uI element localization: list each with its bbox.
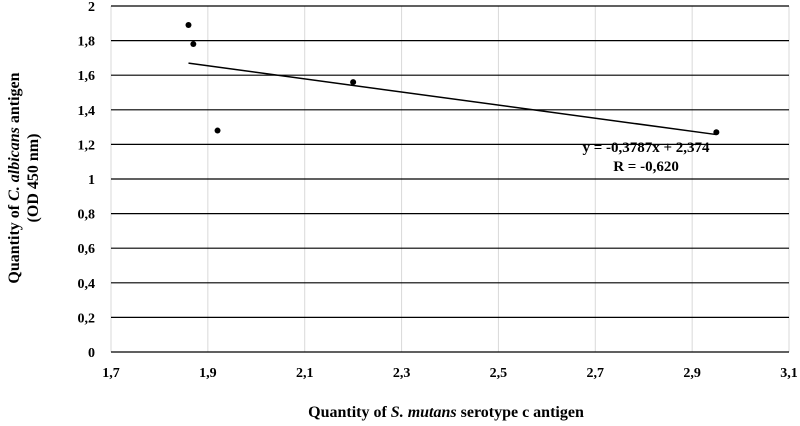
x-tick-label: 1,7 xyxy=(102,366,120,381)
x-tick-label: 2,1 xyxy=(296,366,314,381)
y-tick-label: 0,8 xyxy=(78,208,96,223)
y-tick-label: 1,8 xyxy=(78,35,96,50)
y-tick-label: 1,4 xyxy=(78,104,96,119)
y-tick-label: 0,6 xyxy=(78,242,96,257)
x-tick-label: 2,5 xyxy=(490,366,508,381)
correlation-value: R = -0,620 xyxy=(613,159,679,175)
data-point xyxy=(713,129,720,136)
y-tick-label: 0,2 xyxy=(78,311,96,326)
data-point xyxy=(350,79,357,86)
y-tick-label: 0 xyxy=(88,346,95,361)
trend-line xyxy=(188,62,717,136)
x-tick-label: 1,9 xyxy=(199,366,217,381)
grid xyxy=(110,5,790,353)
y-tick-label: 1,2 xyxy=(78,138,96,153)
y-tick-label: 0,4 xyxy=(78,277,96,292)
trendline-equation: y = -0,3787x + 2,374 xyxy=(582,140,710,156)
y-axis-title-line1: Quantity of C. albicans antigen xyxy=(6,72,23,283)
x-tick-label: 2,7 xyxy=(587,366,605,381)
y-tick-label: 1 xyxy=(88,173,95,188)
data-point xyxy=(214,127,221,134)
x-tick-label: 2,3 xyxy=(393,366,411,381)
x-tick-labels: 1,7 1,9 2,1 2,3 2,5 2,7 2,9 3,1 xyxy=(102,366,798,381)
data-points xyxy=(185,22,720,136)
x-axis-title: Quantity of S. mutans serotype c antigen xyxy=(308,404,584,421)
x-tick-label: 2,9 xyxy=(683,366,701,381)
y-tick-label: 2 xyxy=(88,0,95,15)
y-axis-title-line2: (OD 450 nm) xyxy=(25,134,42,223)
data-point xyxy=(185,22,192,29)
x-tick-label: 3,1 xyxy=(780,366,798,381)
data-point xyxy=(190,41,197,48)
y-tick-labels: 0 0,2 0,4 0,6 0,8 1 1,2 1,4 1,6 1,8 2 xyxy=(78,0,96,361)
y-tick-label: 1,6 xyxy=(78,69,96,84)
